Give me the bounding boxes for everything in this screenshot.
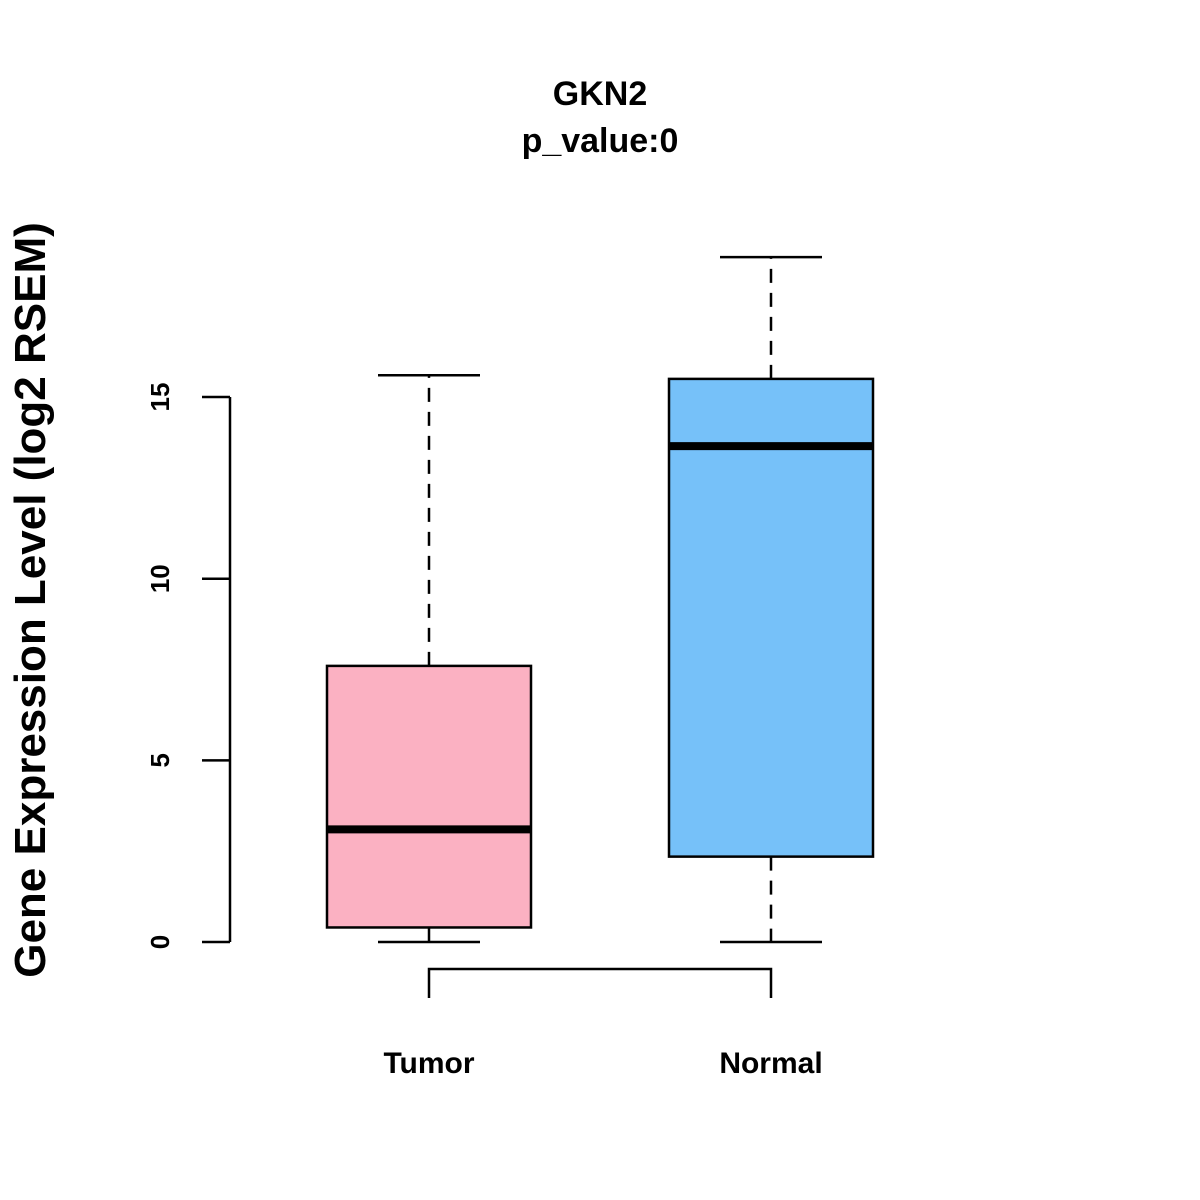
box-normal [667,377,875,858]
chart-subtitle: p_value:0 [522,122,679,160]
x-category-label: Normal [719,1047,822,1080]
x-category-label: Tumor [383,1047,474,1080]
plot-area: 0 5 10 15 Tumor Normal [145,255,875,1080]
comparison-bracket [427,967,773,998]
chart-title: GKN2 [553,75,647,113]
box-tumor [325,664,533,929]
y-tick-label: 10 [145,564,175,593]
y-axis-title: Gene Expression Level (log2 RSEM) [6,222,55,978]
y-tick-label: 0 [145,935,175,949]
y-tick-label: 5 [145,753,175,767]
y-tick-label: 15 [145,383,175,412]
